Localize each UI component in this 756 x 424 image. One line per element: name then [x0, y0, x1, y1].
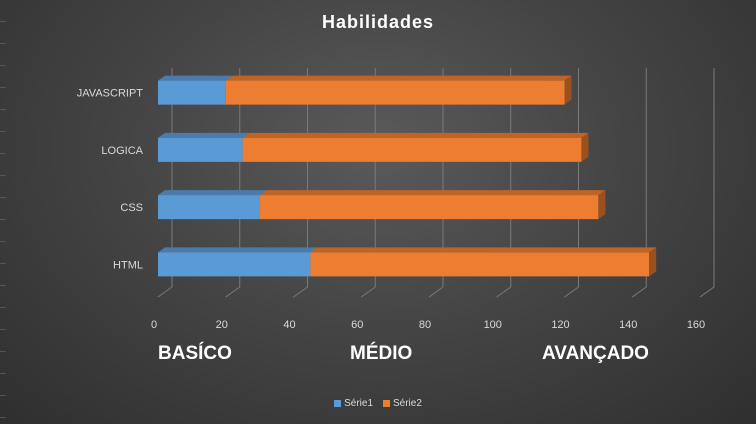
bar-top-logica-1 — [158, 132, 250, 138]
bar-javascript-serie2 — [225, 80, 565, 105]
y-tick-label: HTML — [113, 259, 143, 271]
gridline-floor — [428, 286, 444, 298]
legend-label-serie1: Série1 — [344, 398, 373, 409]
bar-top-logica-2 — [242, 132, 589, 138]
gridline-floor — [157, 286, 173, 298]
gridline-floor — [564, 286, 579, 298]
legend-swatch-serie2 — [383, 400, 390, 407]
bar-top-css-1 — [158, 190, 267, 196]
bar-top-css-2 — [259, 190, 606, 196]
y-tick-label: CSS — [120, 202, 143, 214]
bar-logica-serie1 — [158, 137, 243, 162]
bar-html-serie2 — [310, 252, 650, 277]
x-tick-label: 160 — [687, 319, 705, 331]
x-tick-label: 100 — [484, 319, 502, 331]
legend-item-serie2: Série2 — [383, 398, 422, 409]
y-tick-label: LOGICA — [101, 145, 143, 157]
x-tick-label: 0 — [151, 319, 157, 331]
bar-css-serie1 — [158, 195, 260, 220]
band-label-avancado: AVANÇADO — [542, 343, 649, 364]
bar-side-javascript — [564, 75, 572, 105]
x-tick-label: 140 — [619, 319, 637, 331]
bar-html-serie1 — [158, 252, 311, 277]
bar-top-html-2 — [310, 247, 657, 253]
bar-logica-serie2 — [242, 137, 582, 162]
bar-css-serie2 — [259, 195, 599, 220]
gridline-floor — [496, 286, 512, 298]
x-tick-label: 40 — [283, 319, 295, 331]
bar-top-javascript-2 — [225, 75, 572, 81]
legend-item-serie1: Série1 — [334, 398, 373, 409]
left-edge-decoration — [0, 0, 6, 424]
legend-label-serie2: Série2 — [393, 398, 422, 409]
bar-javascript-serie1 — [158, 80, 226, 105]
bar-top-javascript-1 — [158, 75, 233, 81]
x-tick-label: 120 — [551, 319, 569, 331]
gridline-floor — [360, 286, 376, 298]
bar-side-logica — [581, 132, 589, 162]
y-tick-label: JAVASCRIPT — [77, 88, 143, 100]
bar-side-html — [649, 247, 657, 277]
x-tick-label: 20 — [216, 319, 228, 331]
bar-top-html-1 — [158, 247, 318, 253]
chart-title: Habilidades — [321, 12, 435, 32]
gridline-floor — [699, 286, 715, 298]
gridline-floor — [631, 286, 647, 298]
band-label-basico: BASÍCO — [158, 343, 232, 364]
gridline-floor — [293, 286, 308, 298]
bar-side-css — [598, 190, 606, 220]
gridline-floor — [225, 286, 241, 298]
legend-swatch-serie1 — [334, 400, 342, 407]
legend: Série1 Série2 — [0, 398, 756, 409]
x-tick-label: 80 — [419, 319, 431, 331]
x-tick-label: 60 — [351, 319, 363, 331]
band-label-medio: MÉDIO — [350, 343, 413, 364]
